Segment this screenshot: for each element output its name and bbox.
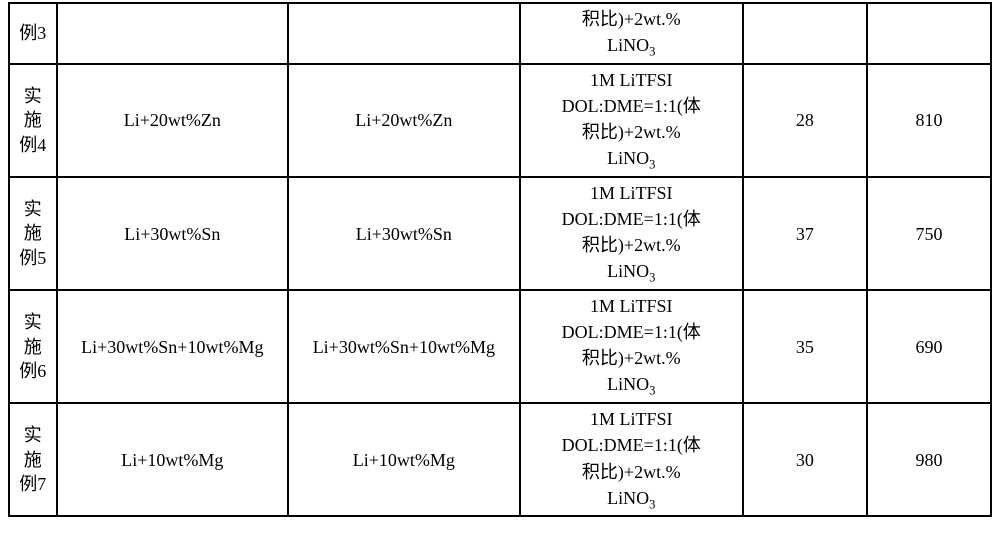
- electrolyte-line: 积比)+2wt.%: [582, 9, 681, 29]
- cell-e: [867, 3, 991, 64]
- table-row: 实 施 例5 Li+30wt%Sn Li+30wt%Sn 1M LiTFSI D…: [9, 177, 991, 290]
- table-container: 例3 积比)+2wt.% LiNO3 实 施 例4 Li+20wt%Zn Li+…: [0, 0, 1000, 521]
- cell-c: 积比)+2wt.% LiNO3: [520, 3, 743, 64]
- cell-b: Li+10wt%Mg: [288, 403, 520, 516]
- cell-a: [57, 3, 289, 64]
- cell-c: 1M LiTFSI DOL:DME=1:1(体 积比)+2wt.% LiNO3: [520, 177, 743, 290]
- cell-e: 980: [867, 403, 991, 516]
- cell-b: Li+30wt%Sn: [288, 177, 520, 290]
- row-label-cell: 例3: [9, 3, 57, 64]
- cell-a: Li+10wt%Mg: [57, 403, 289, 516]
- cell-d: 37: [743, 177, 867, 290]
- cell-d: 28: [743, 64, 867, 177]
- cell-a: Li+30wt%Sn+10wt%Mg: [57, 290, 289, 403]
- cell-d: 35: [743, 290, 867, 403]
- cell-e: 690: [867, 290, 991, 403]
- cell-c: 1M LiTFSI DOL:DME=1:1(体 积比)+2wt.% LiNO3: [520, 64, 743, 177]
- row-label-cell: 实 施 例5: [9, 177, 57, 290]
- cell-a: Li+20wt%Zn: [57, 64, 289, 177]
- subscript: 3: [649, 45, 655, 59]
- electrolyte-line: LiNO: [607, 35, 649, 55]
- cell-c: 1M LiTFSI DOL:DME=1:1(体 积比)+2wt.% LiNO3: [520, 403, 743, 516]
- cell-b: Li+20wt%Zn: [288, 64, 520, 177]
- row-label-cell: 实 施 例6: [9, 290, 57, 403]
- data-table: 例3 积比)+2wt.% LiNO3 实 施 例4 Li+20wt%Zn Li+…: [8, 2, 992, 517]
- cell-e: 810: [867, 64, 991, 177]
- cell-b: Li+30wt%Sn+10wt%Mg: [288, 290, 520, 403]
- cell-d: 30: [743, 403, 867, 516]
- row-label-text: 例3: [19, 23, 46, 43]
- table-row: 实 施 例6 Li+30wt%Sn+10wt%Mg Li+30wt%Sn+10w…: [9, 290, 991, 403]
- table-row: 实 施 例7 Li+10wt%Mg Li+10wt%Mg 1M LiTFSI D…: [9, 403, 991, 516]
- table-row: 例3 积比)+2wt.% LiNO3: [9, 3, 991, 64]
- row-label-cell: 实 施 例7: [9, 403, 57, 516]
- row-label-cell: 实 施 例4: [9, 64, 57, 177]
- cell-e: 750: [867, 177, 991, 290]
- table-row: 实 施 例4 Li+20wt%Zn Li+20wt%Zn 1M LiTFSI D…: [9, 64, 991, 177]
- cell-d: [743, 3, 867, 64]
- cell-c: 1M LiTFSI DOL:DME=1:1(体 积比)+2wt.% LiNO3: [520, 290, 743, 403]
- cell-b: [288, 3, 520, 64]
- cell-a: Li+30wt%Sn: [57, 177, 289, 290]
